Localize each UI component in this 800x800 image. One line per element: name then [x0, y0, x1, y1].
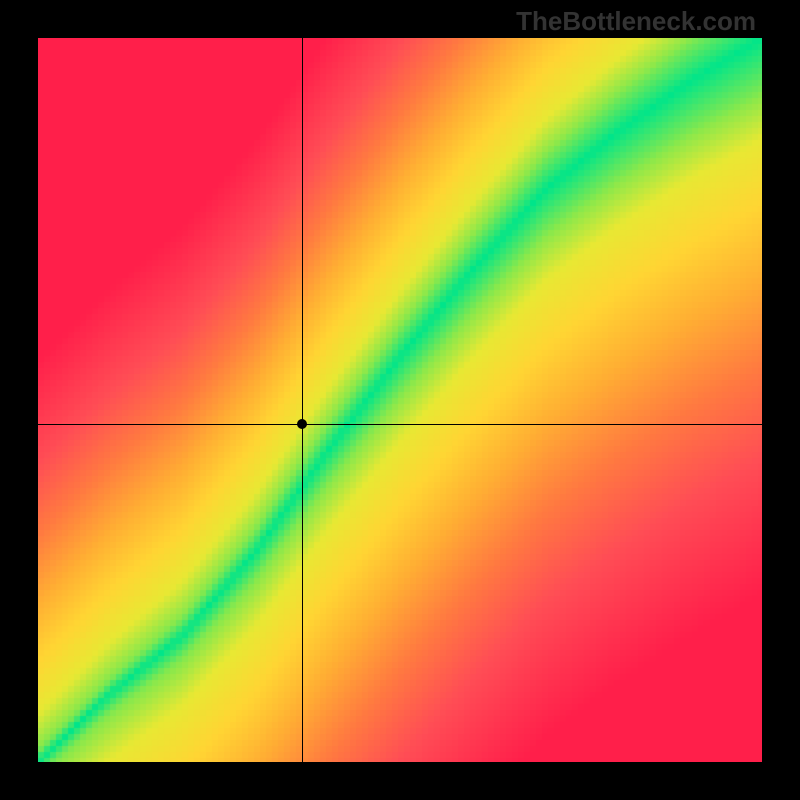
plot-area — [38, 38, 762, 762]
heatmap-canvas — [38, 38, 762, 762]
crosshair-point — [297, 419, 307, 429]
crosshair-horizontal — [38, 424, 762, 425]
chart-frame: TheBottleneck.com — [0, 0, 800, 800]
crosshair-vertical — [302, 38, 303, 762]
watermark-text: TheBottleneck.com — [516, 6, 756, 37]
